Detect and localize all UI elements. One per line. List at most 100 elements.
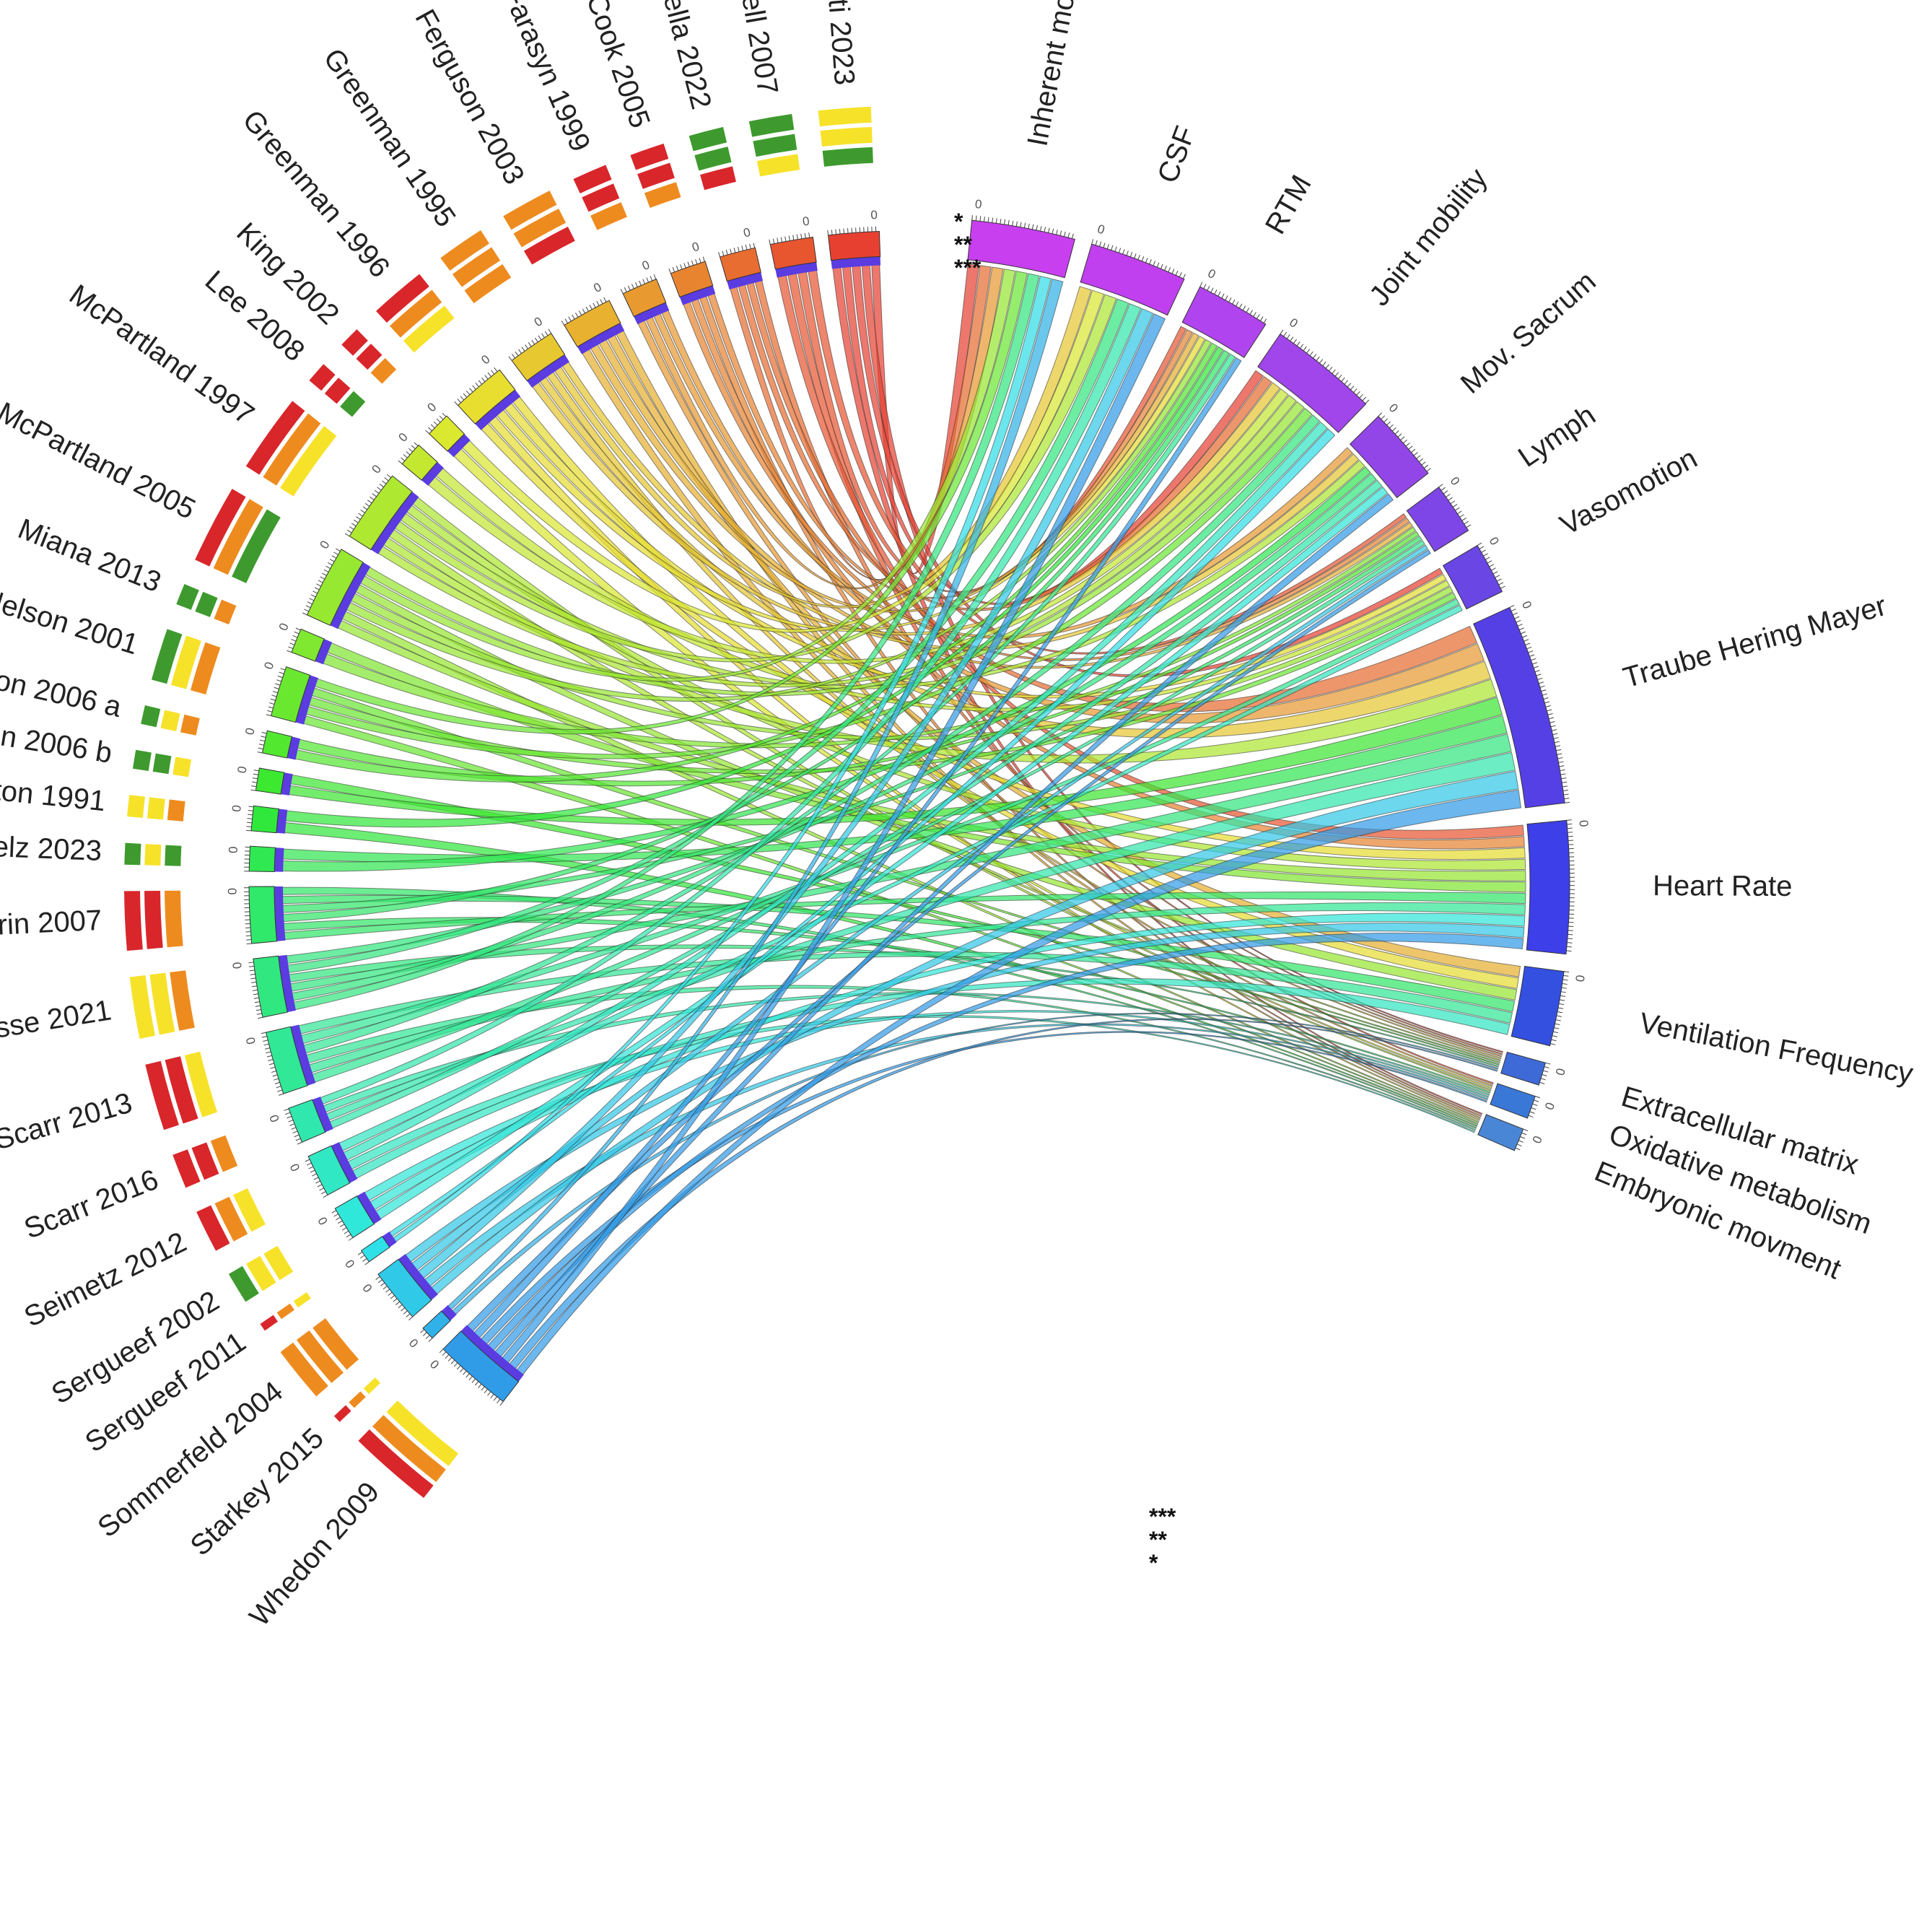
tick-label: 0 <box>261 661 276 671</box>
tick-mark <box>247 822 252 823</box>
tick-mark <box>1384 419 1388 422</box>
tick-label: 0 <box>1386 401 1401 415</box>
tick-mark <box>340 1224 344 1227</box>
tick-label: 0 <box>395 430 410 445</box>
tick-mark <box>684 263 686 269</box>
tick-mark <box>372 494 377 497</box>
tick-mark <box>1365 400 1369 404</box>
tick-mark <box>1497 579 1501 581</box>
tick-mark <box>1008 220 1009 225</box>
tick-mark <box>1564 798 1569 799</box>
tick-mark <box>1401 437 1404 440</box>
star-label-bottom: *** <box>1149 1504 1176 1530</box>
tick-mark <box>1552 1036 1557 1037</box>
tick-mark <box>1539 682 1544 684</box>
tick-mark <box>269 1063 274 1065</box>
study-label: Pelz 2023 <box>0 830 102 867</box>
study-label: Budgell 2007 <box>724 0 784 97</box>
tick-mark <box>1556 749 1561 750</box>
tick-label: 0 <box>478 352 492 367</box>
tick-mark <box>388 1292 392 1295</box>
tick-mark <box>445 1355 449 1359</box>
tick-mark <box>1464 521 1469 524</box>
quality-bar <box>180 715 200 736</box>
tick-mark <box>385 1289 389 1292</box>
tick-mark <box>1316 357 1319 360</box>
tick-mark <box>328 562 332 565</box>
tick-mark <box>267 710 272 712</box>
tick-mark <box>1389 424 1393 428</box>
tick-label: 0 <box>742 225 752 240</box>
tick-mark <box>367 500 372 503</box>
tick-mark <box>1460 515 1464 518</box>
tick-mark <box>575 313 577 317</box>
tick-mark <box>1562 984 1568 985</box>
tick-mark <box>1179 272 1181 276</box>
tick-mark <box>393 1299 397 1302</box>
tick-mark <box>1547 710 1552 711</box>
quality-bar <box>694 147 731 170</box>
tick-mark <box>494 1397 497 1400</box>
tick-mark <box>258 1017 263 1018</box>
tick-mark <box>321 1192 325 1194</box>
tick-mark <box>1354 388 1358 392</box>
tick-label: 0 <box>276 621 292 632</box>
star-label-top: *** <box>954 255 982 281</box>
tick-mark <box>254 770 259 771</box>
tick-mark <box>1439 484 1443 487</box>
tick-mark <box>442 1352 446 1356</box>
tick-mark <box>426 430 429 434</box>
tick-mark <box>1381 416 1385 419</box>
tick-mark <box>636 282 638 287</box>
tick-mark <box>1360 394 1363 398</box>
tick-mark <box>1215 289 1217 294</box>
tick-mark <box>377 487 382 490</box>
tick-mark <box>307 1163 311 1165</box>
tick-mark <box>481 378 484 381</box>
study-label: Miana 2013 <box>14 513 165 598</box>
tick-mark <box>1422 462 1425 465</box>
tick-label: 0 <box>242 726 258 736</box>
tick-label: 0 <box>974 197 983 212</box>
tick-label: 0 <box>691 240 701 255</box>
tick-mark <box>261 736 266 738</box>
tick-mark <box>1564 794 1569 795</box>
quality-bar <box>170 970 195 1031</box>
tick-mark <box>1568 938 1573 939</box>
tick-mark <box>1544 1067 1549 1068</box>
tick-mark <box>1511 609 1516 611</box>
tick-mark <box>1016 222 1017 227</box>
tick-label: 0 <box>267 1112 282 1124</box>
tick-mark <box>289 1124 294 1126</box>
tick-mark <box>266 1052 271 1053</box>
tick-mark <box>1250 310 1253 314</box>
tick-label: 0 <box>315 1214 331 1227</box>
tick-mark <box>323 1195 328 1197</box>
tick-mark <box>448 1357 452 1361</box>
tick-mark <box>250 978 255 979</box>
tick-mark <box>1534 666 1539 668</box>
tick-mark <box>320 577 325 579</box>
tick-mark <box>475 1382 478 1385</box>
tick-mark <box>1568 832 1573 833</box>
tick-mark <box>1533 1104 1538 1105</box>
tick-mark <box>252 782 257 783</box>
tick-mark <box>1123 249 1124 254</box>
tick-mark <box>1138 255 1140 260</box>
tick-mark <box>1243 306 1246 310</box>
concept-label: Traube Hering Mayer <box>1620 590 1889 694</box>
tick-mark <box>1560 766 1565 767</box>
tick-mark <box>1068 232 1070 238</box>
tick-mark <box>390 1296 394 1299</box>
tick-mark <box>1335 372 1339 376</box>
tick-mark <box>1020 222 1021 227</box>
tick-mark <box>1044 227 1045 232</box>
tick-mark <box>1524 640 1529 642</box>
tick-mark <box>1527 647 1532 648</box>
tick-mark <box>1453 504 1457 507</box>
tick-mark <box>1072 234 1074 239</box>
tick-mark <box>403 1311 407 1315</box>
tick-mark <box>253 774 258 775</box>
tick-mark <box>1160 264 1163 269</box>
tick-mark <box>304 609 308 611</box>
